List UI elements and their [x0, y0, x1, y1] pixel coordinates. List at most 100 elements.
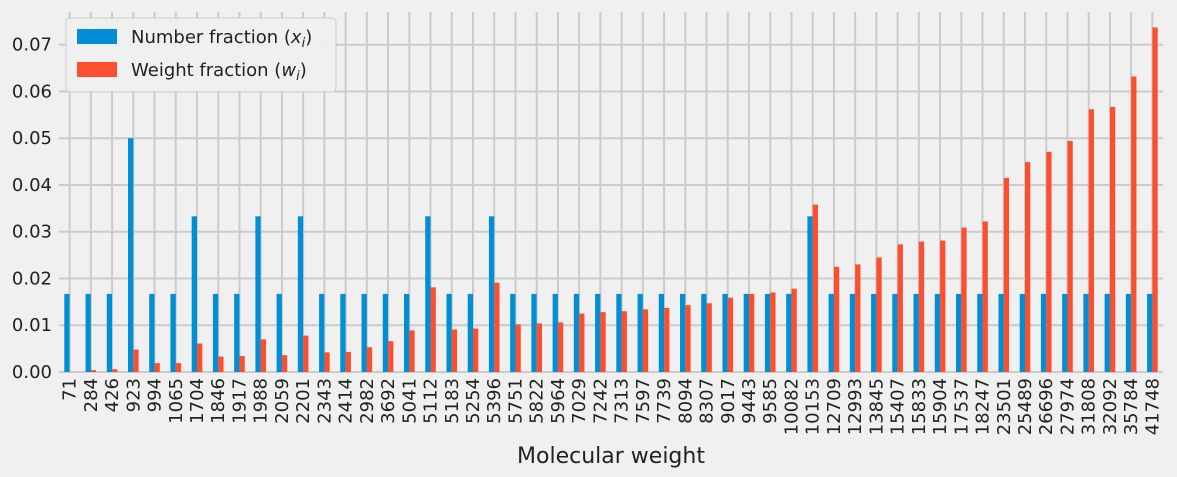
x-tick-label: 5964: [548, 378, 569, 424]
bar-number-fraction: [849, 293, 856, 372]
x-tick-label: 31808: [1079, 378, 1100, 435]
x-tick-label: 27974: [1057, 378, 1078, 435]
x-tick-label: 23501: [994, 378, 1015, 435]
bar-weight-fraction: [833, 266, 840, 372]
bar-number-fraction: [170, 293, 176, 372]
x-tick-label: 5183: [442, 378, 463, 424]
x-tick-label: 5041: [399, 378, 420, 424]
bar-weight-fraction: [1067, 141, 1073, 372]
bar-weight-fraction: [706, 303, 712, 372]
bar-number-fraction: [276, 293, 282, 372]
bar-weight-fraction: [1109, 106, 1116, 372]
x-tick-label: 25489: [1015, 378, 1036, 435]
bar-weight-fraction: [727, 297, 734, 372]
bar-number-fraction: [488, 216, 495, 372]
bar-weight-fraction: [579, 313, 585, 372]
bar-weight-fraction: [154, 363, 160, 372]
bar-number-fraction: [64, 293, 70, 372]
bar-number-fraction: [828, 293, 834, 372]
x-tick-label: 994: [145, 378, 166, 412]
x-tick-label: 8094: [675, 378, 696, 424]
bar-number-fraction: [340, 293, 346, 372]
x-tick-label: 8307: [697, 378, 718, 424]
x-tick-label: 15407: [888, 378, 909, 435]
bar-weight-fraction: [897, 244, 903, 372]
x-tick-label: 32092: [1100, 378, 1121, 435]
x-tick-label: 18247: [973, 378, 994, 435]
bar-number-fraction: [701, 293, 707, 372]
y-tick-label: 0.00: [12, 362, 52, 383]
x-tick-label: 7313: [612, 378, 633, 424]
x-tick-label: 5822: [527, 378, 548, 424]
bar-number-fraction: [446, 293, 452, 372]
bar-number-fraction: [956, 293, 962, 372]
bar-number-fraction: [1147, 293, 1153, 372]
x-tick-label: 7029: [569, 378, 590, 424]
x-tick-label: 9585: [760, 378, 781, 424]
x-tick-label: 2201: [293, 378, 314, 424]
bar-weight-fraction: [918, 241, 925, 372]
bar-weight-fraction: [940, 240, 946, 372]
bar-number-fraction: [552, 293, 558, 372]
bar-weight-fraction: [557, 322, 564, 372]
bar-number-fraction: [234, 293, 240, 372]
bar-weight-fraction: [281, 355, 288, 372]
bar-number-fraction: [573, 293, 580, 372]
x-tick-label: 2982: [357, 378, 378, 424]
bar-weight-fraction: [1088, 109, 1094, 372]
bar-number-fraction: [616, 293, 622, 372]
x-tick-label: 10153: [803, 378, 824, 435]
bar-number-fraction: [998, 293, 1004, 372]
x-tick-label: 426: [102, 378, 123, 412]
bar-number-fraction: [977, 293, 983, 372]
bar-weight-fraction: [388, 341, 394, 372]
bar-number-fraction: [425, 216, 431, 372]
bar-weight-fraction: [473, 328, 479, 372]
axis-layer: 0.00 0.01 0.02 0.03 0.04 0.05 0.06 0.07 71 284 426…: [12, 35, 1163, 469]
bar-number-fraction: [106, 293, 113, 372]
bar-weight-fraction: [324, 352, 330, 372]
x-tick-label: 12993: [845, 378, 866, 435]
bar-number-fraction: [1019, 293, 1025, 372]
x-tick-label: 35784: [1121, 378, 1142, 435]
bar-weight-fraction: [749, 293, 755, 372]
bar-weight-fraction: [664, 307, 670, 372]
bar-number-fraction: [743, 293, 749, 372]
bar-number-fraction: [934, 293, 941, 372]
bar-number-fraction: [404, 293, 410, 372]
bar-number-fraction: [871, 293, 877, 372]
legend-swatch-number-fraction: [77, 29, 117, 44]
x-tick-label: 2414: [336, 378, 357, 424]
x-tick-label: 41748: [1142, 378, 1163, 435]
bar-number-fraction: [467, 293, 473, 372]
bar-number-fraction: [1104, 293, 1110, 372]
bar-weight-fraction: [685, 305, 691, 372]
bar-weight-fraction: [621, 311, 627, 372]
bar-number-fraction: [1083, 293, 1089, 372]
legend-box: [65, 17, 337, 93]
x-tick-label: 284: [81, 378, 102, 412]
x-tick-label: 5751: [505, 378, 526, 424]
bar-number-fraction: [807, 216, 813, 372]
bar-weight-fraction: [855, 264, 861, 372]
bar-number-fraction: [764, 293, 771, 372]
bar-number-fraction: [149, 293, 155, 372]
x-tick-label: 5254: [463, 378, 484, 424]
bar-weight-fraction: [303, 335, 309, 372]
bar-weight-fraction: [133, 349, 139, 372]
bar-weight-fraction: [876, 257, 882, 372]
bar-number-fraction: [1040, 293, 1047, 372]
y-tick-label: 0.04: [12, 175, 52, 196]
bar-weight-fraction: [982, 221, 988, 372]
bar-weight-fraction: [260, 339, 266, 372]
bar-weight-fraction: [1025, 162, 1031, 372]
bar-weight-fraction: [791, 288, 797, 372]
x-axis-title: Molecular weight: [517, 444, 705, 469]
legend-label-weight-fraction: Weight fraction (wi): [131, 60, 307, 84]
x-tick-label: 1065: [166, 378, 187, 424]
bar-number-fraction: [382, 293, 389, 372]
bar-number-fraction: [722, 293, 728, 372]
bar-number-fraction: [128, 138, 134, 372]
legend-label-number-fraction: Number fraction (xi): [131, 27, 312, 51]
